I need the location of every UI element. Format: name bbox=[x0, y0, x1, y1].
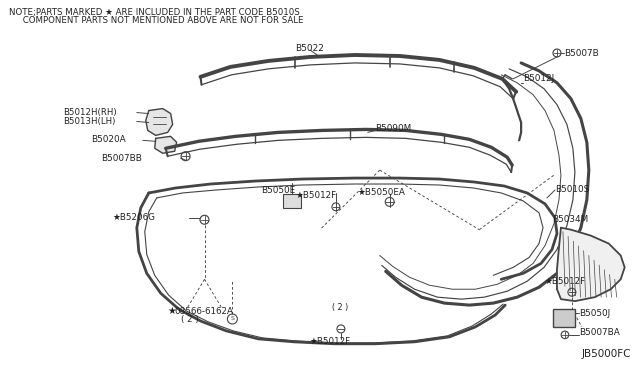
Text: 08566-6162A: 08566-6162A bbox=[175, 307, 234, 315]
Text: B5090M: B5090M bbox=[375, 124, 411, 133]
Text: JB5000FC: JB5000FC bbox=[581, 349, 630, 359]
Polygon shape bbox=[557, 228, 625, 301]
Text: ★B5012F: ★B5012F bbox=[544, 277, 585, 286]
Text: B5007B: B5007B bbox=[564, 48, 598, 58]
Text: ★B5012F: ★B5012F bbox=[309, 337, 351, 346]
Text: B5034M: B5034M bbox=[552, 215, 588, 224]
Text: B5012H(RH): B5012H(RH) bbox=[63, 108, 116, 117]
Text: NOTE;PARTS MARKED ★ ARE INCLUDED IN THE PART CODE B5010S: NOTE;PARTS MARKED ★ ARE INCLUDED IN THE … bbox=[10, 8, 300, 17]
Text: ★B5206G: ★B5206G bbox=[113, 213, 156, 222]
Text: B5007BA: B5007BA bbox=[579, 328, 620, 337]
Text: B5020A: B5020A bbox=[91, 135, 125, 144]
Text: S: S bbox=[230, 317, 234, 321]
Text: ( 2 ): ( 2 ) bbox=[332, 302, 348, 312]
Text: B5050E: B5050E bbox=[261, 186, 295, 195]
Text: ( 2 ): ( 2 ) bbox=[180, 315, 198, 324]
Text: COMPONENT PARTS NOT MENTIONED ABOVE ARE NOT FOR SALE: COMPONENT PARTS NOT MENTIONED ABOVE ARE … bbox=[10, 16, 304, 25]
Text: ★: ★ bbox=[168, 306, 177, 316]
FancyBboxPatch shape bbox=[553, 309, 575, 327]
Text: B5007BB: B5007BB bbox=[101, 154, 142, 163]
Text: B5022: B5022 bbox=[295, 44, 324, 52]
Polygon shape bbox=[155, 137, 177, 153]
Text: ★B5012F: ★B5012F bbox=[296, 192, 337, 201]
Text: B5013H(LH): B5013H(LH) bbox=[63, 117, 115, 126]
Polygon shape bbox=[146, 109, 173, 135]
Text: B5012J: B5012J bbox=[523, 74, 554, 83]
Text: B5050J: B5050J bbox=[579, 308, 610, 318]
FancyBboxPatch shape bbox=[283, 194, 301, 208]
Text: ★B5050EA: ★B5050EA bbox=[358, 187, 406, 196]
Text: B5010S: B5010S bbox=[555, 186, 589, 195]
